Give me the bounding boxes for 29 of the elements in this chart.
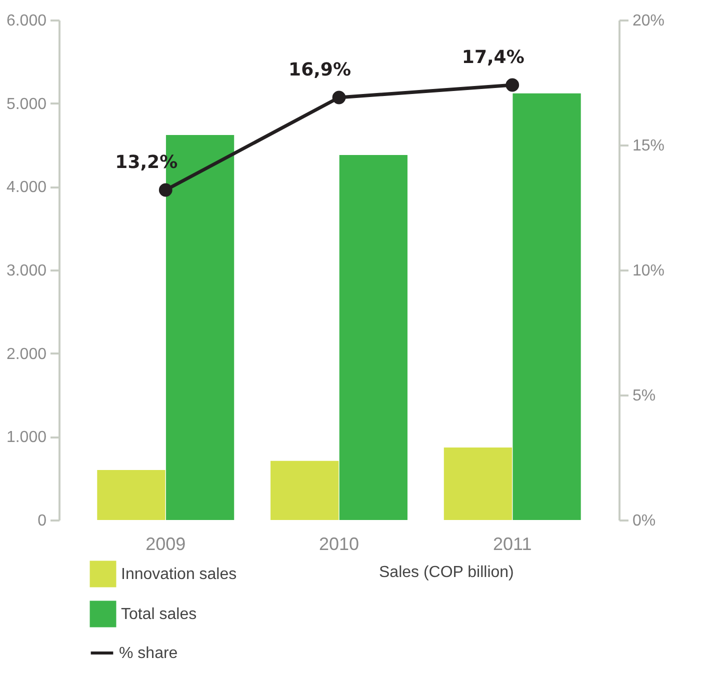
bar [339, 155, 408, 520]
bar [444, 448, 512, 520]
y2-tick-label: 5% [632, 388, 656, 404]
text: Sales (COP billion) [379, 564, 514, 581]
bar [512, 93, 581, 520]
y2-tick-label: 0% [632, 512, 656, 530]
point [332, 90, 346, 104]
y-tick-label: 4.000 [6, 179, 47, 196]
y-tick-label: 5.000 [6, 96, 47, 113]
legend-label: % share [119, 645, 178, 662]
x-tick-label: 2011 [493, 534, 532, 554]
x-tick-label: 2009 [146, 534, 186, 554]
y2-tick-label: 15% [632, 138, 665, 154]
y2-tick-label: 20% [632, 12, 665, 30]
y-tick-label: 2.000 [6, 346, 47, 363]
legend-label: Innovation sales [121, 566, 237, 583]
point [158, 183, 172, 197]
y2-tick-label: 10% [632, 262, 665, 280]
y-tick-label: 0 [38, 512, 47, 530]
bar [270, 460, 339, 520]
bar [97, 470, 166, 520]
legend-label: Total sales [121, 606, 197, 623]
y-tick-label: 3.000 [6, 262, 47, 280]
y-tick-label: 1.000 [6, 429, 47, 446]
y-tick-label: 6.000 [6, 12, 47, 30]
data-label: 17,4% [462, 47, 524, 68]
data-label: 16,9% [288, 60, 351, 80]
x-tick-label: 2010 [318, 534, 360, 554]
point [506, 78, 520, 92]
